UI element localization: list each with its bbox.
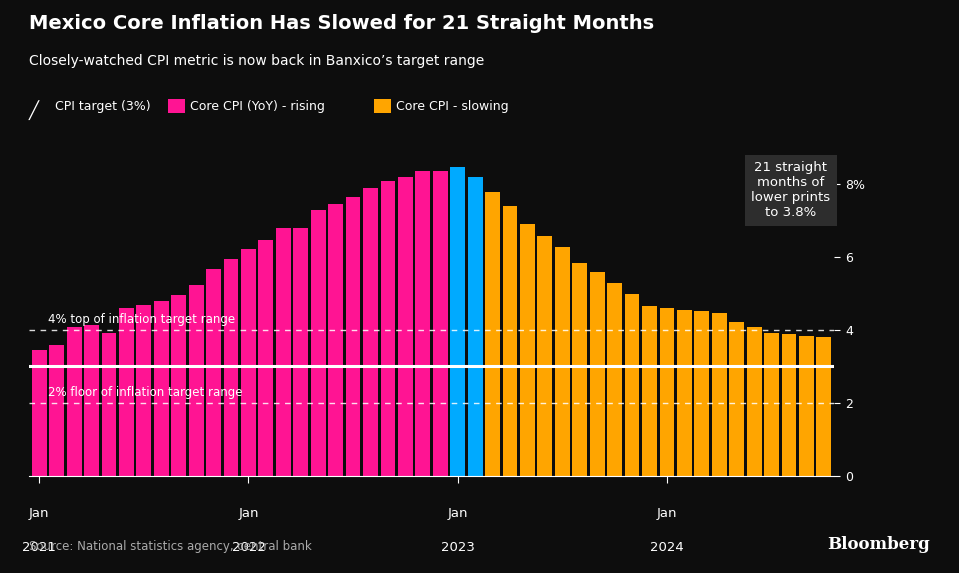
Text: 4% top of inflation target range: 4% top of inflation target range bbox=[48, 313, 235, 326]
Text: Jan: Jan bbox=[657, 507, 677, 520]
Text: 2021: 2021 bbox=[22, 541, 57, 555]
Bar bbox=[206, 269, 221, 476]
Bar bbox=[764, 333, 779, 476]
Text: Source: National statistics agency, central bank: Source: National statistics agency, cent… bbox=[29, 540, 312, 553]
Bar bbox=[84, 325, 99, 476]
Text: CPI target (3%): CPI target (3%) bbox=[55, 100, 151, 113]
Bar bbox=[555, 248, 570, 476]
Bar bbox=[468, 176, 482, 476]
Bar bbox=[102, 333, 116, 476]
Text: 2% floor of inflation target range: 2% floor of inflation target range bbox=[48, 386, 243, 399]
Bar bbox=[67, 327, 82, 476]
Bar bbox=[345, 197, 361, 476]
Bar bbox=[241, 249, 256, 476]
Text: Jan: Jan bbox=[238, 507, 259, 520]
Bar bbox=[381, 181, 395, 476]
Bar bbox=[189, 285, 203, 476]
Bar bbox=[311, 210, 326, 476]
Bar bbox=[223, 259, 239, 476]
Bar bbox=[624, 295, 640, 476]
Text: 21 straight
months of
lower prints
to 3.8%: 21 straight months of lower prints to 3.… bbox=[751, 161, 830, 219]
Bar bbox=[520, 223, 535, 476]
Text: Jan: Jan bbox=[29, 507, 50, 520]
Bar bbox=[119, 308, 134, 476]
Bar bbox=[363, 189, 378, 476]
Bar bbox=[590, 273, 604, 476]
Bar bbox=[49, 346, 64, 476]
Bar bbox=[32, 350, 47, 476]
Bar bbox=[276, 229, 291, 476]
Text: Mexico Core Inflation Has Slowed for 21 Straight Months: Mexico Core Inflation Has Slowed for 21 … bbox=[29, 14, 654, 33]
Bar bbox=[782, 334, 796, 476]
Bar bbox=[643, 306, 657, 476]
Bar bbox=[451, 167, 465, 476]
Bar bbox=[136, 305, 152, 476]
Bar bbox=[259, 241, 273, 476]
Text: ╱: ╱ bbox=[29, 100, 38, 120]
Text: 2023: 2023 bbox=[441, 541, 475, 555]
Bar bbox=[433, 171, 448, 476]
Bar bbox=[816, 337, 831, 476]
Bar bbox=[747, 327, 761, 476]
Text: Closely-watched CPI metric is now back in Banxico’s target range: Closely-watched CPI metric is now back i… bbox=[29, 54, 484, 68]
Bar bbox=[537, 236, 552, 476]
Bar bbox=[660, 308, 674, 476]
Text: Bloomberg: Bloomberg bbox=[828, 536, 930, 553]
Bar bbox=[153, 301, 169, 476]
Text: Core CPI (YoY) - rising: Core CPI (YoY) - rising bbox=[190, 100, 325, 113]
Bar bbox=[799, 336, 814, 476]
Bar bbox=[398, 177, 412, 476]
Text: Core CPI - slowing: Core CPI - slowing bbox=[396, 100, 508, 113]
Bar bbox=[503, 206, 518, 476]
Bar bbox=[328, 204, 343, 476]
Bar bbox=[573, 262, 587, 476]
Text: Jan: Jan bbox=[448, 507, 468, 520]
Bar bbox=[677, 309, 691, 476]
Bar bbox=[172, 296, 186, 476]
Bar bbox=[729, 322, 744, 476]
Bar bbox=[607, 283, 622, 476]
Text: 2022: 2022 bbox=[231, 541, 266, 555]
Text: 2024: 2024 bbox=[650, 541, 684, 555]
Bar bbox=[694, 311, 710, 476]
Bar bbox=[485, 192, 500, 476]
Bar bbox=[415, 171, 431, 476]
Bar bbox=[293, 229, 308, 476]
Bar bbox=[712, 313, 727, 476]
